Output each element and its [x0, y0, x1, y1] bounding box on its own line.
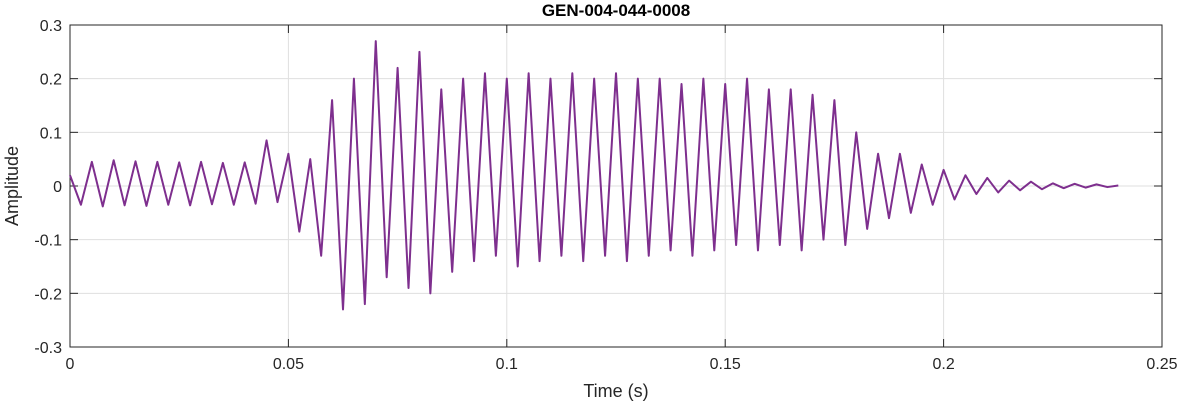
y-tick-label: 0.2 [40, 72, 62, 89]
x-tick-label: 0.1 [496, 356, 518, 373]
y-tick-label: -0.2 [34, 286, 62, 303]
y-tick-label: 0.3 [40, 18, 62, 35]
x-tick-label: 0.15 [710, 356, 741, 373]
y-tick-labels: -0.3 -0.2 -0.1 0 0.1 0.2 0.3 [34, 18, 62, 357]
chart-title: GEN-004-044-0008 [542, 1, 690, 20]
y-tick-label: -0.1 [34, 233, 62, 250]
y-tick-label: -0.3 [34, 340, 62, 357]
y-tick-label: 0.1 [40, 125, 62, 142]
series-line [69, 40, 1119, 311]
x-axis-label: Time (s) [583, 381, 648, 401]
y-axis-label: Amplitude [2, 146, 22, 226]
x-tick-labels: 0 0.05 0.1 0.15 0.2 0.25 [66, 356, 1178, 373]
x-tick-label: 0.25 [1146, 356, 1177, 373]
y-tick-label: 0 [53, 179, 62, 196]
axis-ticks [69, 24, 1163, 348]
x-tick-label: 0.05 [273, 356, 304, 373]
x-tick-label: 0.2 [932, 356, 954, 373]
x-tick-label: 0 [66, 356, 75, 373]
